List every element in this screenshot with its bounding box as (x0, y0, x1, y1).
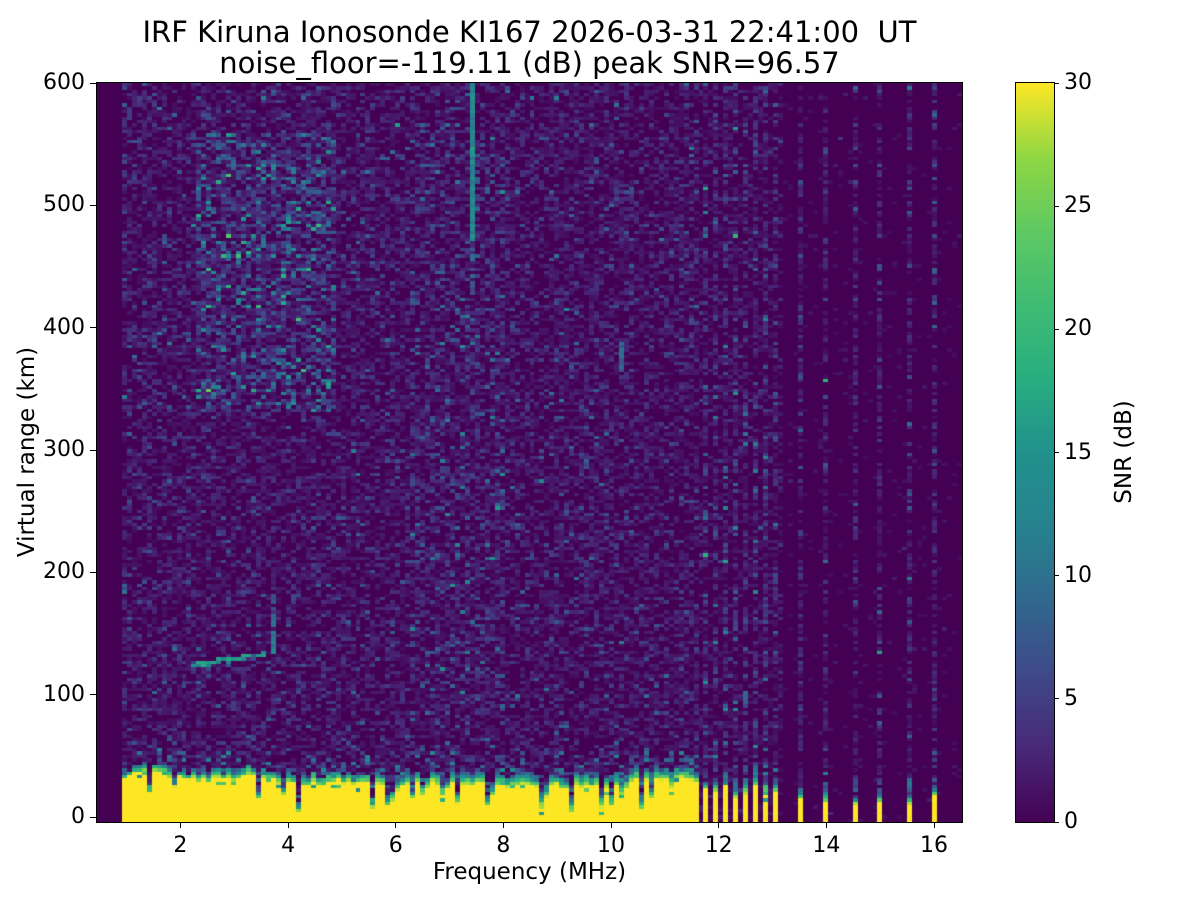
y-tick-label: 300 (43, 437, 85, 463)
y-tick-mark (90, 327, 96, 329)
x-tick-label: 14 (812, 833, 841, 858)
y-tick-mark (90, 571, 96, 573)
x-tick-mark (179, 822, 181, 828)
x-tick-label: 16 (920, 833, 948, 858)
x-tick-mark (287, 822, 289, 828)
colorbar-tick-mark (1054, 452, 1059, 453)
colorbar-tick-mark (1054, 82, 1059, 84)
x-tick-mark (933, 822, 935, 828)
colorbar-tick-mark (1054, 328, 1059, 330)
x-tick-label: 6 (388, 833, 403, 858)
colorbar-tick-label: 30 (1064, 70, 1092, 95)
chart-title-line2: noise_floor=-119.11 (dB) peak SNR=96.57 (219, 46, 840, 80)
y-tick-label: 100 (43, 681, 85, 707)
y-tick-label: 400 (43, 314, 85, 340)
x-tick-label: 12 (704, 833, 733, 858)
colorbar-tick-label: 25 (1064, 193, 1092, 219)
y-tick-label: 0 (71, 804, 85, 830)
x-tick-mark (610, 822, 612, 828)
x-tick-mark (718, 822, 720, 828)
chart-title-line1: IRF Kiruna Ionosonde KI167 2026-03-31 22… (142, 15, 917, 49)
y-tick-mark (90, 449, 96, 451)
ionogram-heatmap (97, 83, 962, 822)
y-tick-mark (90, 82, 96, 84)
colorbar-gradient (1016, 83, 1054, 822)
x-axis-label: Frequency (MHz) (432, 859, 627, 885)
colorbar-tick-label: 0 (1064, 809, 1078, 834)
y-tick-label: 500 (43, 192, 85, 218)
colorbar-label: SNR (dB) (1111, 400, 1137, 504)
y-tick-mark (90, 694, 96, 696)
x-tick-label: 8 (496, 833, 511, 858)
colorbar-tick-mark (1054, 575, 1059, 577)
colorbar-tick-label: 20 (1064, 316, 1092, 342)
colorbar-tick-label: 15 (1064, 439, 1092, 465)
colorbar-tick-mark (1054, 205, 1059, 207)
x-tick-mark (502, 822, 504, 828)
y-tick-mark (90, 816, 96, 818)
colorbar-tick-label: 10 (1064, 562, 1092, 588)
y-tick-label: 600 (43, 70, 85, 95)
x-tick-label: 2 (173, 833, 188, 858)
y-tick-mark (90, 204, 96, 206)
colorbar-tick-mark (1054, 821, 1059, 823)
y-tick-label: 200 (43, 559, 85, 585)
x-tick-label: 4 (281, 833, 296, 858)
x-tick-mark (395, 822, 397, 828)
colorbar-tick-mark (1054, 698, 1059, 700)
x-tick-label: 10 (597, 833, 626, 858)
x-tick-mark (825, 822, 827, 828)
colorbar-tick-label: 5 (1064, 685, 1078, 711)
